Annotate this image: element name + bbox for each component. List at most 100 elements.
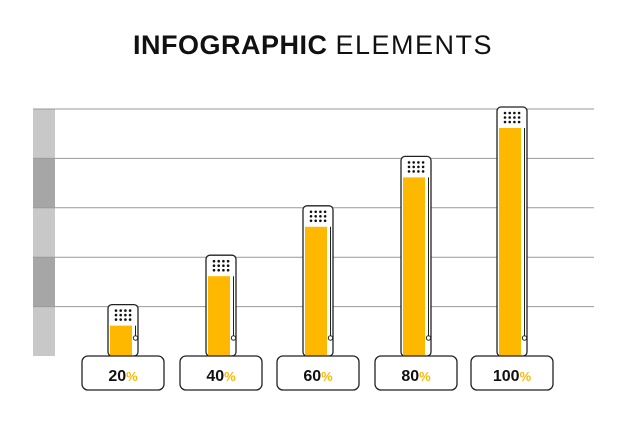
bar-cap-dot — [517, 111, 521, 115]
value-label-box — [374, 355, 458, 391]
value-unit: % — [224, 369, 236, 384]
bar-group: 20% — [81, 303, 165, 391]
bar-cap-dot — [309, 215, 313, 218]
value-number: 20 — [108, 368, 126, 385]
bar-guide-dot — [230, 335, 237, 341]
bar-cap-dot — [124, 313, 127, 317]
bar — [110, 325, 132, 356]
bar — [499, 128, 521, 356]
bar-cap-dot — [222, 264, 225, 268]
bar-cap-dot — [508, 111, 512, 115]
axis-band-segment — [33, 257, 55, 307]
bar-cap-dot — [114, 318, 118, 321]
value-label: 80% — [401, 368, 431, 385]
title-light: ELEMENTS — [335, 30, 494, 60]
bar-guide-dot — [327, 335, 334, 341]
value-label-box — [81, 355, 165, 391]
bar-cap-dot — [508, 116, 512, 119]
bar-cap-dot — [323, 215, 327, 218]
value-label-box — [179, 355, 263, 391]
value-unit: % — [419, 369, 431, 384]
bar-cap-dot — [212, 264, 216, 268]
value-number: 80 — [401, 368, 419, 385]
bar-cap-dot — [212, 268, 216, 272]
bar-cap-dot — [128, 313, 132, 317]
bar-cap-dot — [309, 219, 313, 223]
bar-cap-dot — [314, 219, 318, 223]
bar-cap-dot — [226, 264, 230, 268]
value-label: 60% — [303, 368, 333, 385]
bar-guide-dot — [425, 335, 432, 341]
bar-cap-dot — [309, 210, 313, 214]
bar-cap-dot — [407, 161, 411, 164]
bar-cap-dot — [412, 161, 416, 164]
bar-cap-dot — [114, 309, 118, 312]
bar-cap-dot — [513, 120, 516, 124]
axis-band-segment — [33, 109, 55, 159]
bar — [305, 226, 327, 356]
bar-cap-dot — [217, 268, 220, 272]
bar-cap-dot — [513, 111, 516, 115]
axis-band-segment — [33, 158, 55, 208]
bar-cap-dot — [407, 165, 411, 169]
bar-cap-dot — [128, 318, 132, 321]
title-bold: INFOGRAPHIC — [132, 30, 328, 60]
bar-cap-dot — [503, 120, 507, 124]
bar-cap-dot — [124, 318, 127, 321]
bar-group: 80% — [374, 155, 458, 391]
bar-cap-dot — [226, 259, 230, 263]
value-number: 100 — [493, 368, 520, 385]
bar-cap-dot — [323, 219, 327, 223]
bar-cap-dot — [114, 313, 118, 317]
bar-cap-dot — [217, 259, 220, 263]
value-label: 40% — [206, 368, 236, 385]
bar-cap-dot — [119, 318, 122, 321]
bar-cap-dot — [128, 309, 132, 312]
bar-cap-dot — [417, 170, 420, 173]
value-number: 60 — [303, 368, 321, 385]
value-label-box — [276, 355, 360, 391]
page-title: INFOGRAPHIC ELEMENTS — [0, 27, 626, 63]
bar-cap-dot — [222, 268, 225, 272]
bar-cap-dot — [314, 215, 318, 218]
bar-cap-dot — [417, 165, 420, 169]
bar-cap-dot — [119, 309, 122, 312]
bar-group: 100% — [470, 106, 554, 391]
bar-cap-dot — [217, 264, 220, 268]
bar-cap-dot — [421, 161, 425, 164]
value-unit: % — [321, 369, 333, 384]
bar-cap-dot — [319, 215, 322, 218]
axis-band-segment — [33, 306, 55, 356]
bar-cap-dot — [517, 120, 521, 124]
bar-cap-dot — [212, 259, 216, 263]
bar-cap-dot — [407, 170, 411, 173]
value-label: 100% — [493, 368, 532, 385]
bar-cap-dot — [517, 116, 521, 119]
bar-cap-dot — [503, 116, 507, 119]
bar-cap-dot — [319, 219, 322, 223]
value-number: 40 — [206, 368, 224, 385]
bar-cap-dot — [323, 210, 327, 214]
bar-guide-dot — [521, 335, 528, 341]
value-label: 20% — [108, 368, 138, 385]
bar-cap-dot — [508, 120, 512, 124]
axis-band-segment — [33, 207, 55, 258]
bar — [403, 177, 425, 356]
bar-cap-dot — [222, 259, 225, 263]
bar-group: 40% — [179, 254, 263, 391]
bar-cap-dot — [119, 313, 122, 317]
value-unit: % — [126, 369, 138, 384]
bar-cap-dot — [226, 268, 230, 272]
bar-cap-dot — [421, 165, 425, 169]
bar-cap-dot — [319, 210, 322, 214]
value-unit: % — [520, 369, 532, 384]
bar-cap-dot — [314, 210, 318, 214]
value-label-box — [470, 355, 554, 391]
bar-cap-dot — [417, 161, 420, 164]
bar-guide-dot — [132, 335, 139, 341]
bar — [208, 276, 230, 356]
bar-cap-dot — [513, 116, 516, 119]
bar-group: 60% — [276, 205, 360, 391]
bar-cap-dot — [412, 165, 416, 169]
